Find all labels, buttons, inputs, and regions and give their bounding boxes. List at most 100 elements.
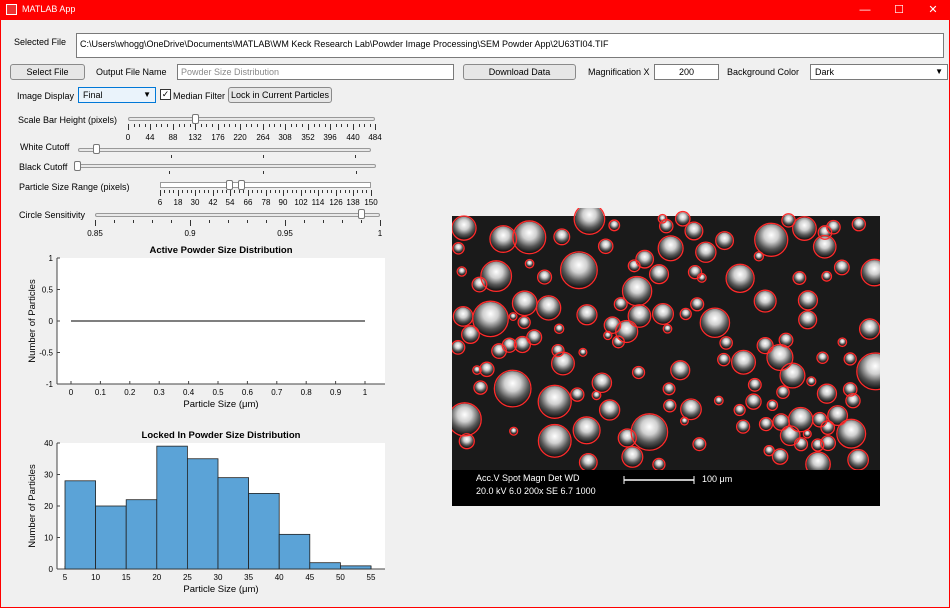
detected-circle bbox=[573, 208, 606, 235]
powder-particle bbox=[555, 324, 563, 333]
active-chart-x-tick-label: 0 bbox=[69, 388, 74, 397]
detected-circle bbox=[597, 238, 614, 255]
detected-circle bbox=[731, 349, 757, 375]
scale-bar-tick-label: 44 bbox=[145, 133, 155, 142]
powder-particle bbox=[681, 309, 691, 319]
powder-particle bbox=[789, 408, 812, 431]
detected-circle bbox=[517, 315, 531, 330]
scale-bar-tick-label: 264 bbox=[256, 133, 270, 142]
detected-circle bbox=[816, 351, 829, 364]
detected-circle bbox=[674, 210, 691, 227]
particle-size-range-slider[interactable] bbox=[160, 182, 371, 188]
powder-particle bbox=[755, 290, 776, 312]
histogram-bar bbox=[186, 458, 219, 570]
detected-circle bbox=[779, 362, 806, 389]
detected-circle bbox=[471, 276, 488, 293]
scale-bar-height-thumb[interactable] bbox=[192, 114, 200, 124]
detected-circle bbox=[725, 263, 755, 293]
detected-circle bbox=[680, 398, 702, 421]
scale-bar-tick-label: 176 bbox=[211, 133, 225, 142]
powder-particle bbox=[681, 399, 701, 419]
close-button[interactable]: ✕ bbox=[928, 4, 938, 16]
circle-sensitivity-thumb[interactable] bbox=[358, 209, 365, 219]
powder-particle bbox=[574, 417, 600, 443]
detected-circle bbox=[662, 323, 673, 334]
magnification-input[interactable]: 200 bbox=[654, 64, 719, 80]
particle-size-range-low-thumb[interactable] bbox=[226, 180, 234, 190]
active-chart-y-tick-label: 0 bbox=[49, 317, 54, 326]
active-chart-x-tick-label: 0.3 bbox=[154, 388, 166, 397]
powder-particle bbox=[837, 420, 865, 448]
powder-particle bbox=[515, 337, 530, 352]
detected-circle bbox=[733, 403, 746, 417]
powder-particle bbox=[510, 428, 517, 435]
detected-circle bbox=[576, 304, 598, 326]
selected-file-path-field[interactable]: C:\Users\whogg\OneDrive\Documents\MATLAB… bbox=[76, 33, 944, 58]
output-file-name-input[interactable]: Powder Size Distribution bbox=[177, 64, 454, 80]
detected-circle-overlays bbox=[452, 208, 880, 478]
selected-file-label: Selected File bbox=[14, 37, 67, 47]
particle-size-range-high-thumb[interactable] bbox=[238, 180, 246, 190]
powder-particle bbox=[749, 379, 761, 391]
detected-circle bbox=[811, 438, 825, 452]
white-cutoff-thumb[interactable] bbox=[93, 144, 100, 154]
detected-circle bbox=[493, 369, 532, 408]
median-filter-checkbox[interactable]: ✓ bbox=[160, 89, 171, 100]
sem-info-bar bbox=[452, 470, 880, 506]
powder-particle bbox=[609, 220, 619, 230]
powder-particle bbox=[827, 221, 840, 234]
select-file-button[interactable]: Select File bbox=[10, 64, 85, 80]
detected-circle bbox=[508, 312, 518, 321]
powder-particle bbox=[631, 414, 667, 450]
powder-particle bbox=[757, 338, 773, 353]
powder-particle bbox=[693, 438, 705, 450]
background-color-dropdown[interactable]: Dark ▼ bbox=[810, 64, 948, 80]
powder-particle bbox=[623, 277, 651, 305]
detected-circle bbox=[617, 428, 637, 448]
detected-circle bbox=[662, 382, 676, 396]
powder-particle bbox=[828, 406, 847, 425]
active-chart-x-tick-label: 0.9 bbox=[330, 388, 342, 397]
locked-chart-x-tick-label: 35 bbox=[244, 573, 253, 582]
histogram-bar bbox=[156, 445, 188, 570]
download-data-button[interactable]: Download Data bbox=[463, 64, 576, 80]
detected-circle bbox=[692, 437, 707, 452]
scale-bar-height-slider[interactable] bbox=[128, 117, 375, 121]
powder-particle bbox=[857, 353, 880, 389]
detected-circle bbox=[473, 380, 488, 395]
active-chart-y-tick-label: -0.5 bbox=[39, 349, 53, 358]
histogram-bar bbox=[64, 480, 97, 570]
locked-chart-y-tick-label: 40 bbox=[44, 439, 53, 448]
black-cutoff-thumb[interactable] bbox=[74, 161, 81, 171]
histogram-bar bbox=[309, 562, 341, 570]
minimize-button[interactable]: — bbox=[859, 4, 871, 16]
powder-particle bbox=[619, 429, 636, 447]
white-cutoff-slider[interactable] bbox=[78, 148, 371, 152]
detected-circle bbox=[608, 219, 621, 232]
powder-particle bbox=[696, 242, 716, 262]
image-display-label: Image Display bbox=[17, 91, 75, 101]
circle-sensitivity-tick-label: 0.85 bbox=[87, 229, 103, 238]
sem-background bbox=[452, 216, 880, 506]
powder-particle bbox=[746, 394, 761, 409]
powder-particle bbox=[457, 267, 466, 276]
powder-particle bbox=[653, 304, 673, 324]
detected-circle bbox=[753, 289, 777, 313]
image-display-dropdown[interactable]: Final ▼ bbox=[78, 87, 156, 103]
maximize-button[interactable]: ☐ bbox=[894, 4, 904, 16]
locked-chart-y-tick-label: 30 bbox=[44, 471, 53, 480]
lock-in-particles-button[interactable]: Lock in Current Particles bbox=[228, 87, 332, 103]
powder-particle bbox=[715, 397, 723, 405]
locked-chart-x-label: Particle Size (μm) bbox=[183, 584, 258, 595]
scale-bar-tick-label: 484 bbox=[368, 133, 382, 142]
detected-circle bbox=[781, 213, 796, 228]
circle-sensitivity-slider[interactable] bbox=[95, 213, 380, 217]
image-display-value: Final bbox=[83, 90, 103, 100]
black-cutoff-slider[interactable] bbox=[74, 164, 376, 168]
detected-circle bbox=[687, 264, 703, 280]
detected-circle bbox=[613, 297, 628, 312]
powder-particle bbox=[701, 308, 729, 337]
powder-particle bbox=[799, 311, 816, 328]
detected-circle bbox=[452, 306, 474, 327]
powder-particle bbox=[716, 232, 733, 249]
